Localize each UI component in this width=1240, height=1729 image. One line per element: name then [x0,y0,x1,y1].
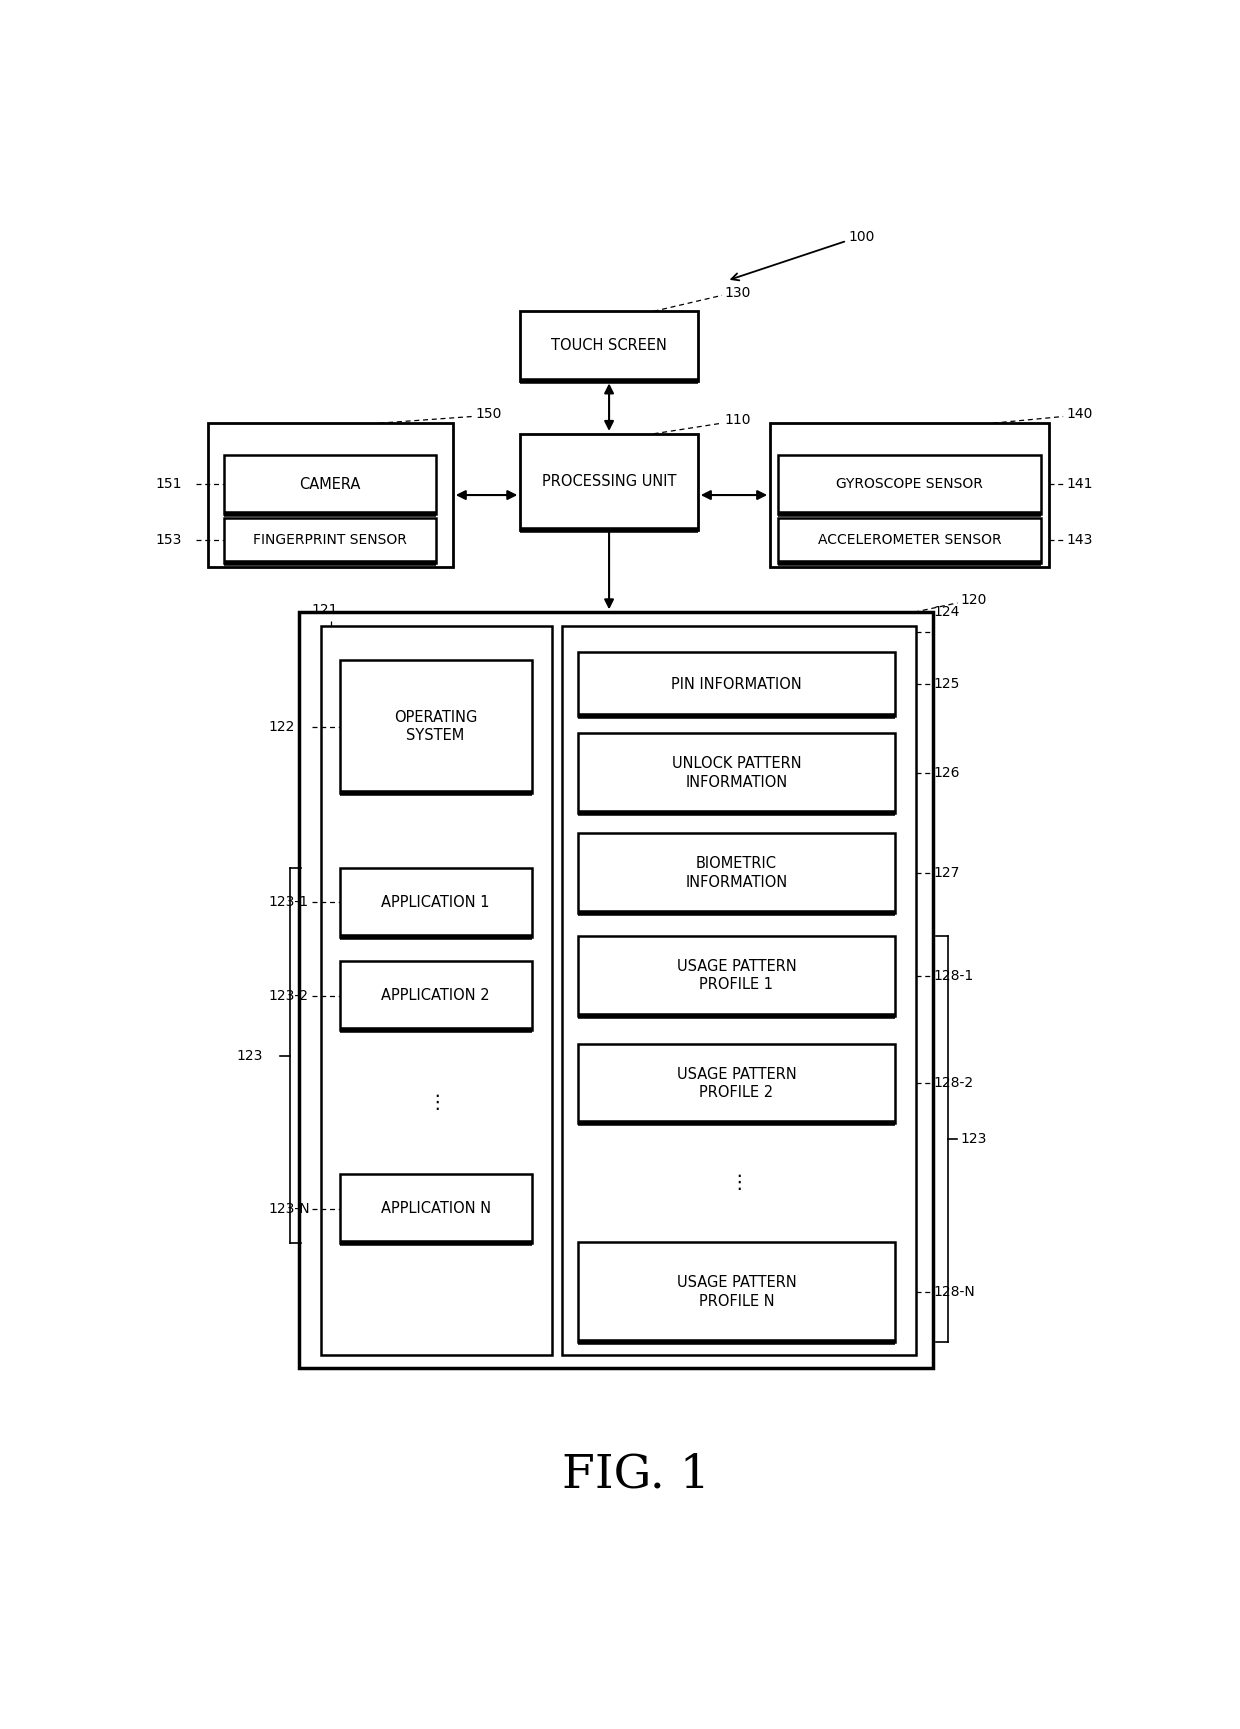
Bar [340,660,532,794]
Text: 100: 100 [849,230,875,244]
Bar [578,833,895,913]
Text: 126: 126 [934,766,960,780]
Text: USAGE PATTERN
PROFILE 1: USAGE PATTERN PROFILE 1 [677,960,796,992]
Text: BIOMETRIC
INFORMATION: BIOMETRIC INFORMATION [686,856,787,890]
Text: 123-2: 123-2 [268,989,309,1003]
Text: 150: 150 [475,406,501,420]
Text: 125: 125 [934,678,960,692]
Text: UNLOCK PATTERN
INFORMATION: UNLOCK PATTERN INFORMATION [672,757,801,790]
Text: 140: 140 [1066,406,1092,420]
Text: 130: 130 [725,285,751,299]
Text: 143: 143 [1066,533,1092,548]
Text: 121: 121 [311,602,339,617]
Text: APPLICATION N: APPLICATION N [381,1202,491,1215]
Text: ACCELEROMETER SENSOR: ACCELEROMETER SENSOR [817,533,1001,548]
Text: 123-N: 123-N [268,1202,310,1215]
Text: 123-1: 123-1 [268,896,309,909]
Bar [340,961,532,1030]
Text: 128-1: 128-1 [934,968,973,982]
Text: OPERATING
SYSTEM: OPERATING SYSTEM [394,711,477,743]
Text: USAGE PATTERN
PROFILE N: USAGE PATTERN PROFILE N [677,1274,796,1309]
Bar [208,424,453,567]
Text: 141: 141 [1066,477,1092,491]
FancyArrowPatch shape [605,533,613,607]
Text: PIN INFORMATION: PIN INFORMATION [671,676,802,692]
Bar [777,455,1042,514]
Bar [578,935,895,1015]
Bar [578,1044,895,1124]
Text: CAMERA: CAMERA [299,477,361,491]
Bar [521,434,698,529]
Bar [563,626,916,1356]
Bar [224,517,435,564]
Text: 124: 124 [934,605,960,619]
Text: 123: 123 [960,1132,987,1146]
Text: GYROSCOPE SENSOR: GYROSCOPE SENSOR [836,477,983,491]
Text: 151: 151 [155,477,181,491]
Bar [578,733,895,813]
Text: 123: 123 [237,1048,263,1063]
Text: USAGE PATTERN
PROFILE 2: USAGE PATTERN PROFILE 2 [677,1067,796,1100]
Bar [321,626,552,1356]
Text: 122: 122 [268,719,295,733]
Text: APPLICATION 1: APPLICATION 1 [382,896,490,909]
Text: TOUCH SCREEN: TOUCH SCREEN [551,339,667,353]
FancyArrowPatch shape [605,386,613,429]
Text: APPLICATION 2: APPLICATION 2 [381,989,490,1003]
Text: ⋮: ⋮ [427,1093,446,1112]
Bar [299,612,934,1368]
FancyArrowPatch shape [703,491,765,500]
Text: 120: 120 [960,593,987,607]
Bar [777,517,1042,564]
Bar [770,424,1049,567]
Bar [340,868,532,937]
Text: 127: 127 [934,866,960,880]
Bar [521,311,698,380]
Text: 128-2: 128-2 [934,1077,973,1091]
Text: 128-N: 128-N [934,1285,975,1298]
FancyArrowPatch shape [458,491,515,500]
Text: 110: 110 [725,413,751,427]
Text: ⋮: ⋮ [729,1174,749,1193]
Bar [578,652,895,716]
Text: FIG. 1: FIG. 1 [562,1452,709,1497]
Bar [224,455,435,514]
Text: FINGERPRINT SENSOR: FINGERPRINT SENSOR [253,533,407,548]
Text: 153: 153 [155,533,181,548]
Text: PROCESSING UNIT: PROCESSING UNIT [542,474,676,489]
Bar [578,1241,895,1342]
Bar [340,1174,532,1243]
